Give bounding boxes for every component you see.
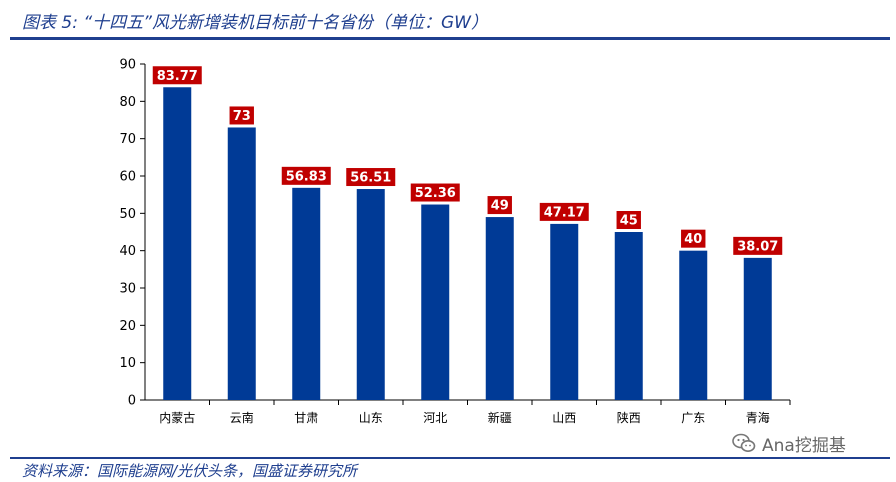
bar	[292, 187, 321, 400]
bar	[743, 257, 772, 400]
bar	[356, 189, 385, 400]
y-tick-label: 70	[119, 132, 136, 147]
data-label-box	[681, 229, 706, 248]
data-label-box	[152, 66, 202, 85]
bottom-divider	[10, 457, 890, 459]
data-label: 45	[620, 214, 638, 229]
data-label: 38.07	[737, 239, 778, 254]
y-tick-label: 0	[128, 394, 136, 409]
watermark-text: Ana挖掘基	[762, 435, 846, 456]
bar	[679, 250, 708, 400]
x-tick-label: 广东	[681, 411, 705, 425]
data-label: 52.36	[415, 186, 456, 201]
data-label-box	[281, 166, 331, 185]
chart-title: 图表 5: “十四五”风光新增装机目标前十名省份（单位：GW）	[22, 13, 488, 33]
data-label-box	[346, 168, 396, 187]
x-tick-label: 青海	[746, 410, 770, 425]
bar	[163, 87, 192, 400]
data-label: 56.51	[350, 171, 391, 186]
x-tick-label: 内蒙古	[159, 410, 195, 425]
data-label: 47.17	[544, 205, 585, 220]
y-tick-label: 10	[119, 356, 136, 371]
wechat-icon	[732, 433, 756, 452]
data-label-box	[229, 106, 254, 125]
x-tick-label: 山西	[552, 411, 576, 425]
data-label-box	[616, 211, 641, 229]
data-label: 56.83	[286, 169, 327, 184]
data-label: 73	[233, 109, 251, 124]
data-label-box	[487, 196, 512, 215]
y-tick-label: 30	[119, 282, 136, 297]
bar	[614, 232, 643, 400]
data-label: 83.77	[157, 69, 198, 84]
data-label-box	[410, 183, 460, 202]
data-label: 49	[491, 199, 509, 214]
x-tick-label: 云南	[230, 410, 254, 425]
source-note: 资料来源：国际能源网/光伏头条，国盛证券研究所	[22, 462, 358, 480]
data-label: 40	[684, 232, 702, 247]
y-tick-label: 40	[119, 244, 136, 259]
y-tick-label: 80	[119, 95, 136, 110]
y-tick-label: 90	[119, 58, 136, 73]
x-tick-label: 新疆	[488, 410, 512, 425]
watermark: Ana挖掘基	[732, 430, 846, 456]
bar	[550, 223, 579, 400]
bar	[485, 217, 514, 400]
y-tick-label: 50	[119, 207, 136, 222]
data-label-box	[733, 236, 783, 255]
y-tick-label: 60	[119, 170, 136, 185]
data-label-box	[539, 202, 589, 221]
bar	[421, 204, 450, 400]
bar-chart: 0 10 20 30 40 50 60 70 80 90 内蒙古 83.77 云南 73 甘肃 56.83 山东…	[119, 58, 791, 425]
x-tick-label: 甘肃	[294, 411, 318, 425]
x-tick-label: 河北	[423, 411, 447, 425]
x-tick-label: 山东	[359, 411, 383, 425]
top-divider	[10, 37, 890, 40]
y-tick-label: 20	[119, 319, 136, 334]
x-tick-label: 陕西	[617, 410, 641, 425]
bar	[227, 127, 256, 400]
